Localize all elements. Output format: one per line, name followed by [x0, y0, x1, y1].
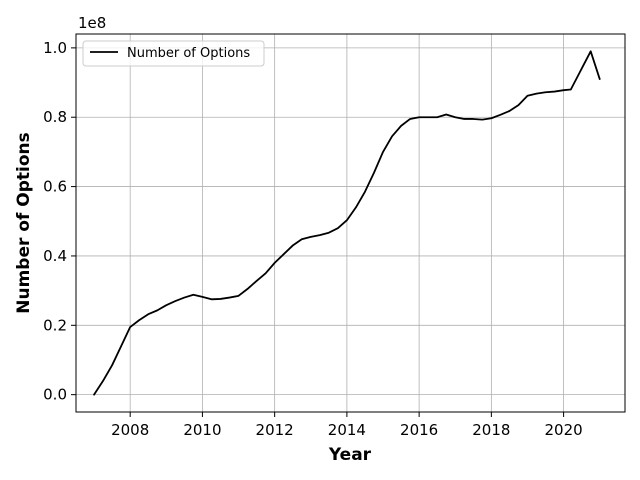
legend-frame: [82, 40, 265, 67]
legend: Number of Options: [82, 40, 265, 67]
x-tick-label: 2018: [472, 421, 510, 439]
plot-area-frame: [75, 33, 626, 413]
y-tick-label: 0.0: [43, 386, 67, 404]
grid-lines: [76, 34, 625, 412]
y-offset-text: 1e8: [78, 14, 106, 32]
x-axis-ticks: 2008 2010 2012 2014 2016 2018 2020: [111, 412, 583, 439]
legend-label-number-of-options: Number of Options: [127, 46, 250, 61]
x-tick-label: 2008: [111, 421, 149, 439]
y-tick-label: 0.8: [43, 108, 67, 126]
x-tick-label: 2016: [400, 421, 438, 439]
x-tick-label: 2014: [328, 421, 366, 439]
x-tick-label: 2012: [256, 421, 294, 439]
y-tick-label: 0.6: [43, 178, 67, 196]
y-axis-ticks: 0.0 0.2 0.4 0.6 0.8 1.0: [43, 39, 76, 404]
y-axis-title: Number of Options: [14, 132, 34, 314]
series-line-number-of-options: [93, 50, 601, 396]
y-tick-label: 1.0: [43, 39, 67, 57]
y-tick-label: 0.4: [43, 247, 67, 265]
x-tick-label: 2010: [183, 421, 221, 439]
y-tick-label: 0.2: [43, 316, 67, 334]
x-tick-label: 2020: [545, 421, 583, 439]
x-axis-title: Year: [328, 445, 372, 465]
